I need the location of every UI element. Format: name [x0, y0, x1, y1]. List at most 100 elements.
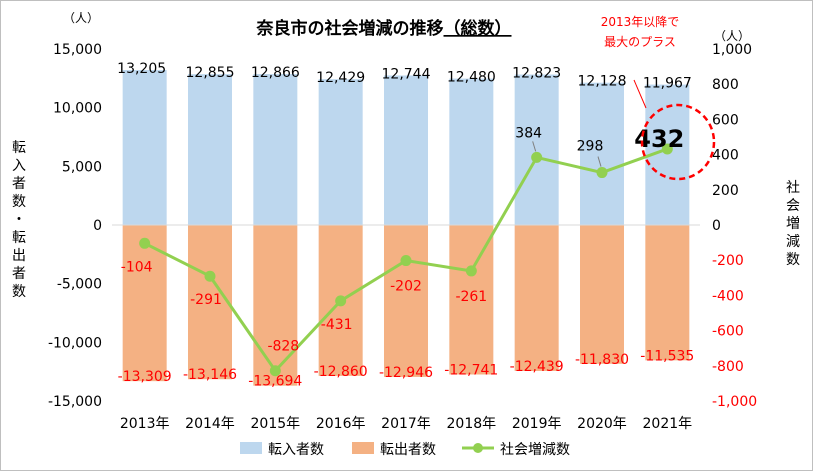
outbound-value-label: -13,694 — [248, 374, 302, 390]
y-right-axis-label-char: 社 — [786, 180, 800, 196]
y-left-tick-label: 0 — [93, 218, 102, 234]
y-left-axis-label-char: 転 — [12, 230, 26, 246]
y-right-tick-label: -200 — [712, 253, 744, 269]
inbound-value-label: 11,967 — [643, 76, 692, 92]
y-left-axis-label-char: 入 — [12, 158, 26, 174]
chart-title-suffix: （総数） — [444, 18, 512, 39]
y-right-tick-label: 800 — [712, 77, 739, 93]
inbound-value-label: 12,480 — [447, 70, 496, 86]
outbound-value-label: -11,535 — [640, 348, 694, 364]
bar-outbound — [580, 225, 624, 364]
y-left-axis-label-char: 数 — [12, 284, 26, 300]
x-tick-label: 2019年 — [512, 416, 562, 432]
outbound-value-label: -12,860 — [314, 364, 368, 380]
net-marker — [269, 365, 281, 377]
inbound-value-label: 12,823 — [512, 66, 561, 82]
y-right-axis-label: 社会増減数 — [786, 180, 800, 268]
x-tick-label: 2013年 — [120, 416, 170, 432]
outbound-value-label: -12,439 — [510, 359, 564, 375]
net-value-label: 384 — [515, 125, 542, 141]
y-right-ticks: 1,000 800 600 400 200 0 -200 -400 -600 -800 -1,000 — [712, 42, 757, 410]
outbound-data-labels: -13,309 -13,146 -13,694 -12,860 -12,946 -12,7… — [118, 348, 695, 389]
x-tick-label: 2015年 — [251, 416, 301, 432]
inbound-value-label: 13,205 — [117, 61, 166, 77]
legend-label: 社会増減数 — [500, 441, 570, 458]
outbound-value-label: -12,946 — [379, 365, 433, 381]
y-right-axis-label-char: 減 — [786, 233, 800, 250]
outbound-value-label: -11,830 — [575, 352, 629, 368]
y-left-tick-label: -15,000 — [48, 394, 102, 410]
bar-outbound — [514, 225, 559, 371]
outbound-value-label: -13,146 — [183, 367, 237, 383]
y-right-tick-label: 1,000 — [712, 42, 752, 58]
annotation-line1: 2013年以降で — [601, 15, 680, 29]
y-right-tick-label: -1,000 — [712, 394, 757, 410]
y-right-tick-label: -400 — [712, 288, 744, 304]
y-left-ticks: 15,000 10,000 5,000 0 -5,000 -10,000 -15,000 — [48, 42, 102, 410]
bar-outbound — [384, 225, 428, 377]
inbound-value-label: 12,128 — [578, 74, 627, 90]
y-left-tick-label: 10,000 — [53, 101, 102, 117]
net-marker — [204, 270, 216, 282]
y-right-axis-label-char: 数 — [786, 252, 800, 268]
bar-inbound — [580, 82, 624, 225]
net-marker — [335, 295, 347, 307]
legend-swatch — [240, 442, 262, 454]
series-net-line — [139, 143, 673, 377]
x-tick-label: 2020年 — [577, 416, 627, 432]
legend-item: 転入者数 — [240, 442, 324, 458]
bar-inbound — [384, 75, 428, 225]
legend-item: 社会増減数 — [462, 441, 570, 458]
inbound-value-label: 12,429 — [316, 70, 365, 86]
net-marker — [465, 265, 477, 277]
legend: 転入者数 転出者数 社会増減数 — [240, 441, 570, 458]
net-marker — [400, 255, 412, 267]
bar-inbound — [188, 74, 232, 225]
net-value-label: 298 — [577, 139, 604, 155]
net-value-label: -202 — [390, 279, 422, 295]
y-right-axis-label-char: 会 — [786, 198, 800, 214]
y-left-axis-label-char: 数 — [12, 194, 26, 210]
annotation-line2: 最大のプラス — [604, 35, 676, 49]
net-value-label: -431 — [321, 317, 353, 333]
net-data-labels: -104 -291 -828 -431 -202 -261 384 298 432 — [121, 125, 685, 355]
inbound-data-labels: 13,205 12,855 12,866 12,429 12,744 12,480 12,8… — [117, 61, 692, 92]
y-left-tick-label: -10,000 — [48, 335, 102, 351]
y-right-tick-label: -800 — [712, 359, 744, 375]
bar-inbound — [449, 78, 494, 226]
y-right-tick-label: -600 — [712, 324, 744, 340]
y-right-tick-label: 0 — [712, 218, 721, 234]
legend-label: 転入者数 — [268, 442, 324, 458]
y-left-axis-label-char: 者 — [12, 176, 26, 192]
y-left-axis-label-char: 出 — [12, 248, 26, 264]
bar-inbound — [318, 79, 363, 225]
y-left-unit: （人） — [63, 11, 99, 25]
y-right-axis-label-char: 増 — [786, 216, 800, 232]
bar-outbound — [253, 225, 298, 386]
y-right-tick-label: 400 — [712, 148, 739, 164]
inbound-value-label: 12,855 — [186, 65, 235, 81]
x-axis-ticks: 2013年 2014年 2015年 2016年 2017年 2018年 2019年 2020年… — [120, 416, 692, 432]
label-leader — [532, 141, 537, 152]
outbound-value-label: -12,741 — [444, 362, 498, 378]
legend-swatch-marker — [473, 443, 483, 453]
y-left-axis-label-char: ・ — [12, 212, 26, 228]
series-inbound-bars — [122, 70, 690, 226]
net-marker — [596, 167, 608, 179]
bar-outbound — [645, 225, 690, 361]
net-value-label: -291 — [190, 292, 222, 308]
x-tick-label: 2021年 — [643, 416, 693, 432]
net-marker — [531, 151, 543, 163]
y-right-unit: （人） — [714, 29, 750, 43]
bar-inbound — [514, 74, 559, 226]
label-leader — [597, 156, 602, 167]
legend-label: 転出者数 — [380, 442, 436, 458]
x-tick-label: 2014年 — [185, 416, 235, 432]
bar-outbound — [188, 225, 232, 380]
legend-item: 転出者数 — [352, 442, 436, 458]
y-right-tick-label: 600 — [712, 112, 739, 128]
y-left-tick-label: -5,000 — [57, 277, 102, 293]
net-value-label-max: 432 — [634, 125, 684, 153]
